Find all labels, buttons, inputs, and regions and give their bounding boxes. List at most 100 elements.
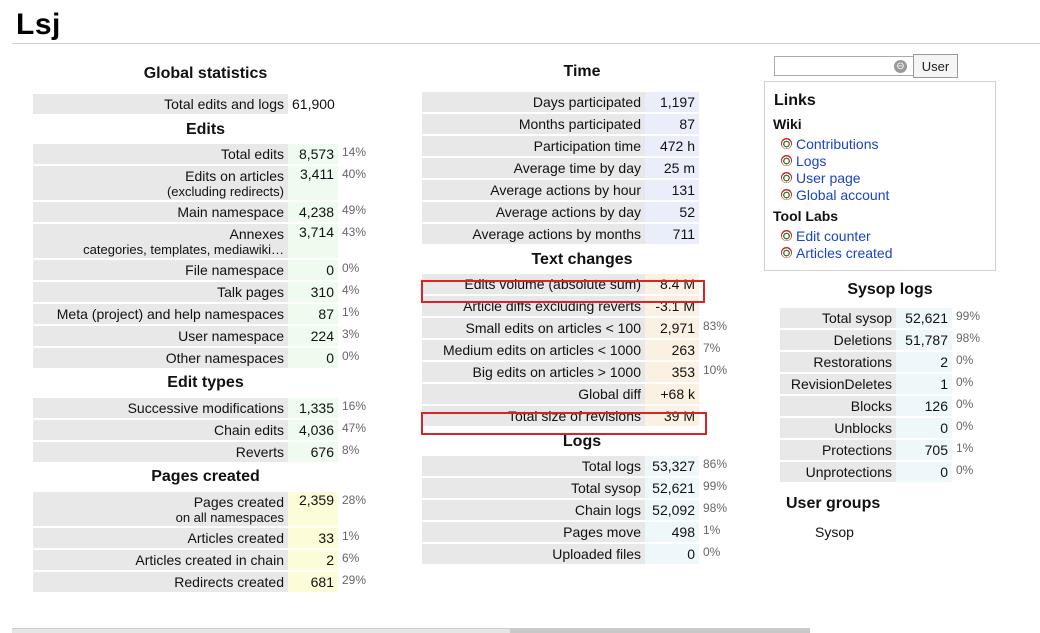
row-label: Days participated [422,92,645,112]
tool-links: Edit counter Articles created [781,227,892,261]
row-value: 2 [288,550,338,570]
table-row: RevisionDeletes 1 0% [780,374,984,394]
row-label-text: Articles created [187,530,284,546]
link-global-account[interactable]: Global account [796,186,890,203]
row-value: 33 [288,528,338,548]
row-label-text: Average actions by day [495,204,641,220]
row-label: User namespace [33,326,288,346]
row-percent: 83% [703,319,728,333]
row-label-text: Small edits on articles < 100 [465,320,641,336]
row-value: 3,714 [288,224,338,258]
edits-title: Edits [185,121,226,138]
row-label: Participation time [422,136,645,156]
row-label: Articles created in chain [33,550,288,570]
row-label: Uploaded files [422,544,645,564]
row-label-text: Total edits [220,146,284,162]
row-percent: 98% [956,331,981,345]
row-label: Total sysop [780,308,896,328]
list-item: Global account [781,186,889,203]
row-label: Main namespace [33,202,288,222]
row-label: Talk pages [33,282,288,302]
link-edit-counter[interactable]: Edit counter [796,227,871,244]
row-percent: 0% [342,261,360,275]
table-row: Blocks 126 0% [780,396,984,416]
row-label: Edits on articles (excluding redirects) [33,166,288,200]
row-label: Reverts [33,442,288,462]
row-label-subtext: categories, templates, mediawiki… [83,241,284,257]
table-row: Reverts 676 8% [33,442,370,462]
row-label: Months participated [422,114,645,134]
row-label-text: Average time by day [513,160,641,176]
row-percent: 6% [342,551,360,565]
row-percent: 28% [342,493,367,507]
table-row: Total size of revisions 39 M [422,406,731,426]
row-value: 61,900 [288,94,344,114]
row-label-text: Months participated [518,116,641,132]
list-item: Contributions [781,135,889,152]
row-label-text: Uploaded files [552,546,641,562]
link-contributions[interactable]: Contributions [796,135,879,152]
row-label: Medium edits on articles < 1000 [422,340,645,360]
row-label: Average actions by day [422,202,645,222]
row-value: 310 [288,282,338,302]
link-logs[interactable]: Logs [796,152,827,169]
row-value: 39 M [645,406,699,426]
row-label-text: RevisionDeletes [790,376,892,392]
horizontal-scrollbar[interactable] [12,628,810,633]
scrollbar-thumb[interactable] [510,629,810,633]
table-row: Pages move 498 1% [422,522,731,542]
row-label: Unprotections [780,462,896,482]
links-panel: Links Wiki Contributions Logs User page … [764,81,996,271]
user-search-button[interactable]: User [913,54,958,78]
row-label-text: Restorations [813,354,892,370]
pages-created-table: Pages created on all namespaces 2,359 28% Ar… [33,490,370,594]
row-percent: 99% [956,309,981,323]
row-label-text: Total logs [581,458,641,474]
wikimedia-icon [781,189,792,200]
row-percent: 0% [956,419,974,433]
table-row: Small edits on articles < 100 2,971 83% [422,318,731,338]
row-percent: 7% [703,341,721,355]
clear-icon[interactable]: ⊖ [894,60,907,73]
row-percent: 43% [342,225,367,239]
pages-created-title: Pages created [151,468,260,485]
row-value: 0 [288,260,338,280]
edit-types-title: Edit types [167,374,244,391]
user-group-item: Sysop [815,524,854,540]
row-value: 52,092 [645,500,699,520]
row-label-text: Articles created in chain [135,552,284,568]
row-percent: 8% [342,443,360,457]
edits-table: Total edits 8,573 14% Edits on articles (exc… [33,142,370,370]
row-label: Average time by day [422,158,645,178]
row-percent: 49% [342,203,367,217]
wikimedia-icon [781,138,792,149]
row-label-text: Unblocks [834,420,892,436]
row-percent: 0% [956,463,974,477]
user-search-input[interactable] [774,56,914,76]
row-label-text: Reverts [235,444,284,460]
row-value: 4,036 [288,420,338,440]
row-value: -3.1 M [645,296,699,316]
row-label-text: User namespace [178,328,284,344]
row-value: 25 m [645,158,699,178]
text-changes-title: Text changes [531,251,633,268]
row-label: Annexes categories, templates, mediawiki… [33,224,288,258]
row-value: 711 [645,224,699,244]
sysop-column: Sysop logs Total sysop 52,621 99% Deletions… [780,280,1000,516]
row-value: 131 [645,180,699,200]
row-value: 472 h [645,136,699,156]
wikimedia-icon [781,247,792,258]
wikimedia-icon [781,172,792,183]
row-value: 0 [288,348,338,368]
row-percent: 47% [342,421,367,435]
row-label: File namespace [33,260,288,280]
row-label: Average actions by hour [422,180,645,200]
row-label: Protections [780,440,896,460]
row-label: Pages move [422,522,645,542]
link-user-page[interactable]: User page [796,169,861,186]
row-label-text: Deletions [833,332,892,348]
link-articles-created[interactable]: Articles created [796,244,893,261]
row-percent: 29% [342,573,367,587]
list-item: Articles created [781,244,892,261]
wikimedia-icon [781,230,792,241]
